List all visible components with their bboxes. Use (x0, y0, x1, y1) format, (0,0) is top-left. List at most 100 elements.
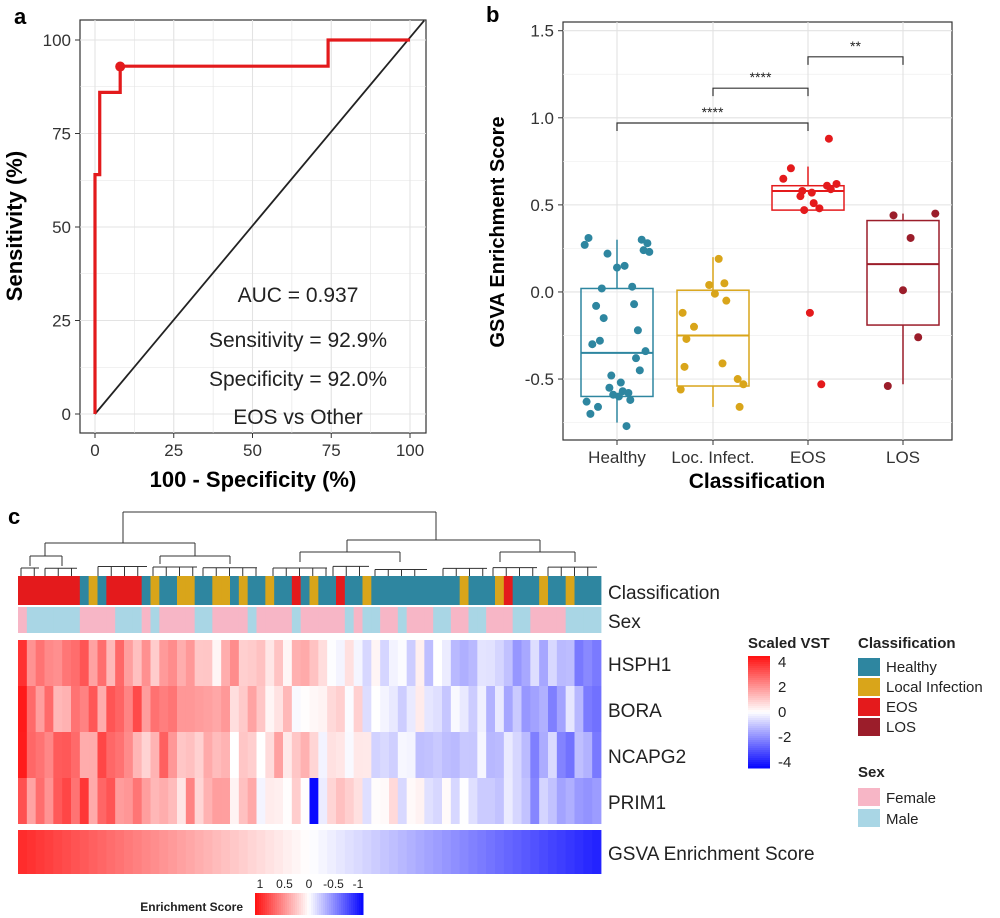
classification-cell (185, 576, 196, 605)
expression-cell (512, 778, 522, 824)
enrichment-legend-swatch (339, 893, 342, 915)
expression-cell (592, 640, 602, 686)
sex-cell (450, 607, 461, 633)
sex-legend-item: Male (886, 811, 919, 828)
boxplot-point (586, 409, 595, 418)
expression-cell (353, 732, 363, 778)
boxplot-point (714, 254, 723, 263)
boxplot-point (718, 359, 727, 368)
classification-legend-item: EOS (886, 699, 918, 716)
boxplot-point (815, 204, 824, 213)
gsva-cell (336, 830, 346, 874)
enrichment-legend-tick: 1 (257, 877, 264, 891)
boxplot-point (682, 334, 691, 343)
sex-cell (212, 607, 222, 633)
enrichment-legend-swatch (361, 893, 364, 915)
expression-cell (53, 686, 63, 732)
sex-cell (26, 607, 37, 633)
gsva-cell (97, 830, 107, 874)
expression-cell (106, 686, 116, 732)
expression-legend-swatch (748, 690, 770, 693)
enrichment-legend-swatch (325, 893, 328, 915)
classification-cell (177, 576, 187, 605)
expression-cell (389, 686, 399, 732)
sex-cell (503, 607, 514, 633)
expression-cell (274, 778, 284, 824)
expression-legend-swatch (748, 738, 770, 741)
expression-legend-swatch (748, 748, 770, 751)
sex-cell (247, 607, 257, 633)
classification-cell (344, 576, 355, 605)
roc-tick-labels: 00 25 25 50 50 75 75 100 100 (43, 31, 425, 460)
roc-annotation: Sensitivity = 92.9% (209, 329, 387, 352)
expression-cell (124, 732, 134, 778)
boxplot-frame (562, 21, 953, 441)
classification-cell (548, 576, 558, 605)
boxplot-point (705, 280, 714, 289)
expression-cell (468, 778, 478, 824)
expression-legend-swatch (748, 656, 770, 659)
enrichment-legend-tick: -0.5 (323, 877, 344, 891)
enrichment-legend-swatch (329, 893, 332, 915)
expression-cell (194, 732, 204, 778)
gsva-cell (442, 830, 452, 874)
gene-label: PRIM1 (608, 793, 666, 814)
gsva-cell (521, 830, 531, 874)
gsva-cell (495, 830, 505, 874)
expression-cell (141, 686, 151, 732)
expression-cell (115, 686, 125, 732)
enrichment-legend-swatch (351, 893, 354, 915)
classification-cell (26, 576, 37, 605)
enrichment-legend-swatch (347, 893, 350, 915)
boxplot-x-axis-label: Classification (689, 470, 826, 493)
gsva-cell (256, 830, 266, 874)
expression-cell (450, 686, 461, 732)
expression-cell (512, 686, 522, 732)
expression-cell (141, 778, 151, 824)
expression-cell (327, 732, 337, 778)
expression-cell (221, 686, 231, 732)
classification-cell (35, 576, 45, 605)
enrichment-legend-swatch (327, 893, 330, 915)
gsva-cell (194, 830, 204, 874)
expression-cell (26, 640, 37, 686)
boxplot-points (580, 134, 940, 431)
boxplot-point (597, 284, 606, 293)
expression-cell (283, 686, 293, 732)
expression-cell (336, 640, 346, 686)
classification-cell (203, 576, 213, 605)
panel-label-a: a (14, 4, 27, 29)
sex-cell (477, 607, 487, 633)
expression-cell (433, 686, 443, 732)
expression-cell (26, 778, 37, 824)
expression-cell (212, 732, 222, 778)
gsva-cell (26, 830, 37, 874)
gsva-cell (230, 830, 240, 874)
gsva-cell (203, 830, 213, 874)
enrichment-legend-swatch (355, 893, 358, 915)
roc-annotation: Specificity = 92.0% (209, 368, 387, 391)
expression-cell (247, 778, 257, 824)
classification-cell (397, 576, 408, 605)
classification-cell (450, 576, 461, 605)
gsva-cell (327, 830, 337, 874)
enrichment-legend-swatch (267, 893, 270, 915)
expression-legend-swatch (748, 678, 770, 681)
boxplot-point (824, 134, 833, 143)
expression-cell (256, 778, 266, 824)
expression-cell (486, 778, 496, 824)
boxplot-y-tick-label: 1.0 (530, 109, 554, 128)
expression-cell (71, 732, 81, 778)
roc-y-tick-label: 0 (62, 405, 71, 424)
expression-cell (318, 732, 328, 778)
expression-legend-swatch (748, 696, 770, 699)
gsva-cell (150, 830, 160, 874)
enrichment-legend-swatch (265, 893, 268, 915)
enrichment-legend-tick: -1 (353, 877, 364, 891)
expression-legend-swatch (748, 668, 770, 671)
enrichment-legend-swatch (357, 893, 360, 915)
sex-cell (238, 607, 249, 633)
roc-x-tick-label: 25 (164, 441, 183, 460)
sex-cell (79, 607, 90, 633)
classification-legend-swatch (858, 658, 880, 676)
